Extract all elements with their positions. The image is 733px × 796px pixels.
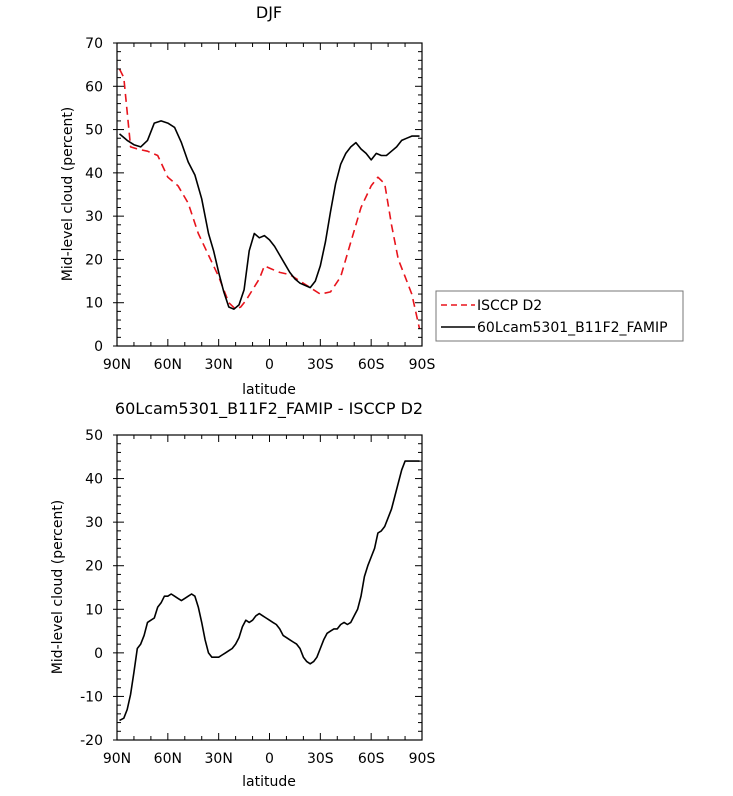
bottom-y-tick-label: 50 <box>85 428 103 444</box>
bottom-x-tick-label: 30S <box>307 751 334 767</box>
chart-bottom: 60Lcam5301_B11F2_FAMIP - ISCCP D2 90N 60N… <box>50 399 435 790</box>
legend: ISCCP D2 60Lcam5301_B11F2_FAMIP <box>435 290 684 342</box>
top-plot-frame <box>116 42 423 347</box>
bottom-y-tick-label: -10 <box>80 689 103 705</box>
top-series-line-isccp-d2 <box>118 68 421 329</box>
top-y-tick-label: 30 <box>85 209 103 225</box>
top-ticks: 90N 60N 30N 0 30S 60S 90S 0 10 20 30 40 50 60 70 <box>85 36 435 373</box>
bottom-series-line-0 <box>119 460 420 722</box>
top-x-tick-label: 30S <box>307 357 334 373</box>
top-x-tick-label: 90N <box>103 357 131 373</box>
top-x-axis-label: latitude <box>242 382 296 398</box>
top-x-tick-label: 30N <box>205 357 233 373</box>
top-y-tick-label: 20 <box>85 252 103 268</box>
top-plot-area <box>118 68 421 329</box>
legend-label-isccp: ISCCP D2 <box>477 298 542 314</box>
bottom-y-tick-label: 30 <box>85 515 103 531</box>
top-y-tick-label: 0 <box>94 339 103 355</box>
chart-top: DJF 90N 60N 30N 0 30S 60S 90S 0 10 20 30 40 50 60 70 l… <box>60 3 684 398</box>
top-x-tick-label: 60S <box>358 357 385 373</box>
top-x-tick-label: 0 <box>265 357 274 373</box>
top-y-axis-label: Mid-level cloud (percent) <box>60 107 76 282</box>
top-y-tick-label: 10 <box>85 296 103 312</box>
top-chart-title: DJF <box>256 3 282 22</box>
bottom-y-tick-label: 20 <box>85 559 103 575</box>
bottom-plot-area <box>119 460 420 722</box>
bottom-plot-frame <box>116 434 423 741</box>
bottom-y-tick-label: 0 <box>94 646 103 662</box>
bottom-x-tick-label: 60N <box>154 751 182 767</box>
bottom-x-tick-label: 90S <box>409 751 436 767</box>
bottom-x-tick-label: 30N <box>205 751 233 767</box>
legend-box <box>435 290 684 342</box>
bottom-x-axis-label: latitude <box>242 774 296 790</box>
top-series-line-60lcam5301-b11f2-famip <box>118 120 420 311</box>
bottom-x-tick-label: 90N <box>103 751 131 767</box>
top-y-tick-label: 60 <box>85 79 103 95</box>
bottom-y-axis-label: Mid-level cloud (percent) <box>50 500 66 675</box>
top-y-tick-label: 40 <box>85 166 103 182</box>
top-y-tick-label: 50 <box>85 123 103 139</box>
top-x-tick-label: 90S <box>409 357 436 373</box>
bottom-y-tick-label: 40 <box>85 472 103 488</box>
bottom-x-tick-label: 60S <box>358 751 385 767</box>
bottom-y-tick-label: 10 <box>85 602 103 618</box>
top-x-tick-label: 60N <box>154 357 182 373</box>
top-y-tick-label: 70 <box>85 36 103 52</box>
bottom-chart-title: 60Lcam5301_B11F2_FAMIP - ISCCP D2 <box>115 399 423 419</box>
bottom-x-tick-label: 0 <box>265 751 274 767</box>
bottom-ticks: 90N 60N 30N 0 30S 60S 90S -20 -10 0 10 20 30 40 50 <box>80 428 435 767</box>
legend-label-model: 60Lcam5301_B11F2_FAMIP <box>477 320 668 336</box>
bottom-y-tick-label: -20 <box>80 733 103 749</box>
